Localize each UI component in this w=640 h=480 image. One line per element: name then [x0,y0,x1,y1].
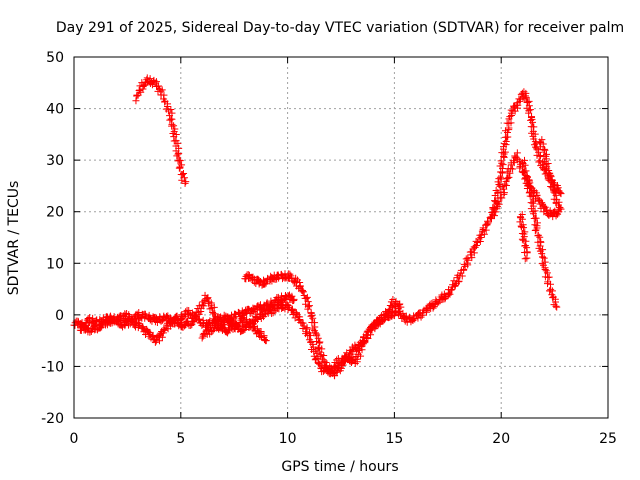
chart-title: Day 291 of 2025, Sidereal Day-to-day VTE… [56,20,624,36]
data-point-run [299,288,315,317]
series-segment-4 [241,270,405,380]
data-point-run [546,287,560,310]
data-point-run [153,312,170,327]
data-point-run [489,182,504,218]
y-tick-label: 20 [46,205,64,221]
data-point-run [364,317,382,335]
data-point-run [548,181,561,204]
data-points [70,74,565,380]
y-tick-label: 30 [46,153,64,169]
data-point [557,190,565,198]
x-tick-label: 5 [176,431,185,447]
data-point-run [432,289,452,308]
data-point [553,303,561,311]
data-point-run [454,255,472,285]
data-point-run [250,323,265,341]
data-point-run [307,311,319,333]
y-tick-label: -20 [41,411,64,427]
data-point-run [527,115,540,148]
data-point-run [135,309,153,323]
x-tick-label: 15 [385,431,403,447]
y-tick-label: -10 [41,359,64,375]
x-tick-label: 20 [492,431,510,447]
data-point [262,337,270,345]
data-point-run [534,195,549,216]
x-tick-label: 25 [599,431,617,447]
data-point-run [157,91,175,115]
data-point [557,205,565,213]
data-point-run [519,236,531,263]
y-tick-label: 40 [46,102,64,118]
data-point [523,254,531,262]
x-tick-label: 10 [279,431,297,447]
series-segment-1 [132,74,190,187]
data-point-run [464,235,484,262]
y-tick-label: 10 [46,256,64,272]
data-point-run [166,109,180,145]
data-point-run [348,340,363,354]
data-point-run [296,316,313,338]
data-point-run [504,152,519,173]
data-point-run [530,141,547,166]
data-point-run [172,139,186,172]
data-point-run [249,302,265,315]
data-point-run [304,331,320,360]
plot-frame [73,56,609,419]
data-point-run [526,192,541,235]
series-segment-8 [516,210,531,263]
axis-ticks: 0 5 10 15 20 25 -20 -10 0 10 20 30 40 50 [41,50,617,447]
data-point-run [518,223,530,245]
data-point-run [214,316,232,330]
series-segment-9 [536,136,565,213]
data-point-run [151,78,166,95]
data-point-run [178,317,196,331]
data-point-run [161,312,178,328]
data-point-run [498,127,512,158]
data-point-run [188,305,203,329]
y-axis-label: SDTVAR / TECUs [6,181,22,296]
series-segment-3 [76,291,270,345]
data-point-run [532,226,548,268]
data-point-run [552,198,564,212]
data-point-run [382,298,398,319]
data-point-run [175,164,190,186]
x-axis-label: GPS time / hours [281,459,398,475]
data-point-run [543,164,556,190]
data-point [181,179,189,187]
series-segment-6 [489,88,565,218]
x-tick-label: 0 [70,431,79,447]
data-point-run [257,299,274,313]
series-segment-5 [198,291,298,342]
data-point [290,295,298,303]
data-point-run [539,258,555,293]
data-point-run [389,296,404,312]
y-tick-label: 50 [46,50,64,66]
data-point-run [519,156,535,197]
series-segment-7 [519,156,561,311]
data-point-run [206,320,223,336]
data-point-run [356,328,372,351]
data-point [397,303,405,311]
y-tick-label: 0 [55,308,64,324]
